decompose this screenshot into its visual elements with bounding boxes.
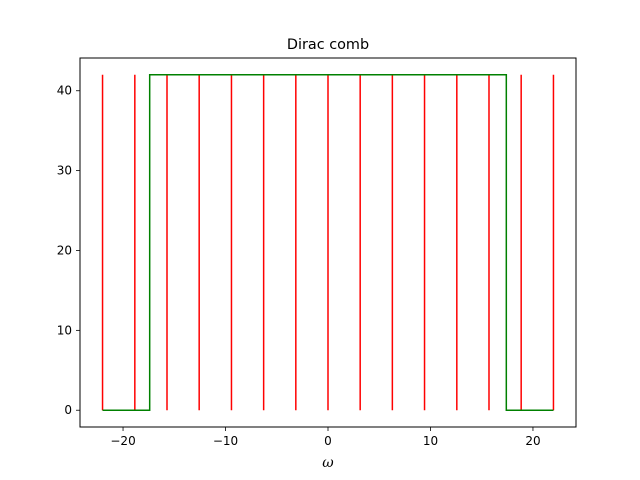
plot-marks: [101, 74, 555, 411]
y-tick-label: 30: [57, 164, 72, 178]
x-tick-label: 20: [525, 434, 540, 448]
x-tick-label: −10: [213, 434, 238, 448]
x-tick-label: 0: [324, 434, 332, 448]
y-axis: 0 10 20 30 40: [57, 84, 80, 417]
y-tick-label: 20: [57, 243, 72, 257]
x-axis: −20 −10 0 10 20: [110, 427, 541, 448]
step-line: [102, 74, 554, 411]
y-tick-label: 10: [57, 323, 72, 337]
x-tick-label: −20: [110, 434, 135, 448]
chart-title: Dirac comb: [287, 37, 369, 53]
x-tick-label: 10: [423, 434, 438, 448]
y-tick-label: 40: [57, 84, 72, 98]
x-axis-label: ω: [322, 455, 334, 471]
y-tick-label: 0: [64, 403, 72, 417]
